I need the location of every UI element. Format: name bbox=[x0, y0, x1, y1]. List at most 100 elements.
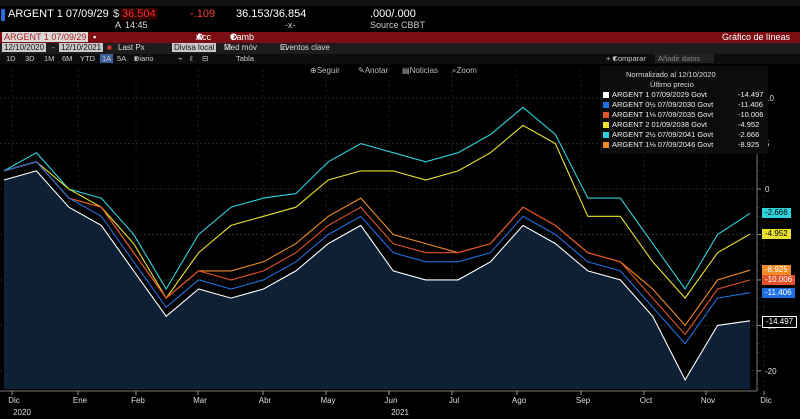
x-tick-label: Sep bbox=[576, 396, 591, 405]
annotate-tool[interactable]: ✎ Anotar bbox=[358, 66, 389, 75]
period-1a[interactable]: 1A bbox=[100, 54, 114, 63]
quote-yield: .000/.000 bbox=[370, 8, 416, 20]
x-tick-label: Dic bbox=[8, 396, 20, 405]
med-mov-label: Med móv bbox=[224, 43, 257, 52]
quote-subline: A 14:45 -x- Source CBBT bbox=[0, 20, 800, 32]
command-bar: ARGENT 1 07/09/29 ▪ ⚙ Acc ▾ ⚙ Camb ▾ Grá… bbox=[0, 32, 800, 43]
x-tick-label: Nov bbox=[701, 396, 715, 405]
x-tick-label: Ago bbox=[512, 396, 527, 405]
quote-last-price: 36.504 bbox=[120, 8, 158, 20]
legend-swatch bbox=[603, 102, 609, 109]
compare-button[interactable]: + Comparar ▾ bbox=[606, 54, 646, 63]
period-1m[interactable]: 1M bbox=[44, 54, 55, 63]
y-tick-label: -20 bbox=[765, 367, 777, 376]
date-to-field[interactable]: 12/10/2021 bbox=[59, 43, 104, 52]
quote-currency: $ bbox=[113, 8, 120, 20]
legend-swatch bbox=[603, 112, 609, 119]
follow-label: Seguir bbox=[316, 66, 340, 75]
period-bar: 1D 3D 1M 6M YTD 1A 5A Diario ▾ ⌁ ℓ ⊟ Tab… bbox=[0, 54, 800, 64]
settings-icon: ⚙ bbox=[230, 32, 239, 42]
date-from-field[interactable]: 12/10/2020 bbox=[2, 43, 47, 52]
news-tool[interactable]: ▤ Noticias bbox=[402, 66, 439, 75]
legend-label: ARGENT 1 07/09/2029 Govt bbox=[612, 90, 707, 99]
period-ytd[interactable]: YTD bbox=[80, 54, 95, 63]
series-line-1 bbox=[3, 106, 751, 291]
legend-swatch bbox=[603, 92, 609, 99]
quote-ticker[interactable]: ARGENT 1 07/09/29 bbox=[8, 8, 109, 20]
frequency-selector[interactable]: Diario ▾ bbox=[134, 54, 154, 63]
series-line-6 bbox=[3, 170, 751, 382]
currency-selector[interactable]: Divisa local bbox=[172, 43, 217, 52]
gear-icon: ⚙ bbox=[196, 32, 205, 42]
quote-line: ARGENT 1 07/09/29 $ 36.504 -.109 36.153/… bbox=[0, 6, 800, 24]
year-label-2021: 2021 bbox=[391, 408, 409, 417]
legend-header: Normalizado al 12/10/2020 bbox=[626, 70, 716, 79]
legend-swatch bbox=[603, 122, 609, 129]
chart-type-title: Gráfico de líneas bbox=[722, 32, 791, 42]
legend-value: -11.406 bbox=[738, 100, 763, 109]
x-tick-label: Mar bbox=[193, 396, 207, 405]
line-chart-icon[interactable]: ⌁ bbox=[178, 54, 183, 63]
legend-item[interactable]: ARGENT 2 01/09/2038 Govt -4.952 bbox=[603, 120, 759, 129]
x-tick-label: Jul bbox=[449, 396, 459, 405]
legend-value: -8.925 bbox=[738, 140, 760, 149]
x-axis: Dic Ene Feb Mar Abr May Jun Jul Ago Sep Oct Nov Dic 2… bbox=[0, 390, 772, 417]
time-prefix: A bbox=[115, 20, 122, 30]
legend-item[interactable]: ARGENT 1⅛ 07/09/2046 Govt -8.925 bbox=[603, 140, 759, 149]
y-tick-label: 10 bbox=[765, 94, 774, 103]
legend-value: -14.497 bbox=[738, 90, 764, 99]
x-tick-label: Feb bbox=[131, 396, 145, 405]
legend-value: -10.006 bbox=[738, 110, 764, 119]
legend-label: ARGENT 1⅛ 07/09/2035 Govt bbox=[612, 110, 714, 119]
camb-label: Camb bbox=[230, 32, 255, 42]
series-line-2 bbox=[3, 124, 751, 300]
x-tick-label: May bbox=[320, 396, 335, 405]
edit-icon[interactable]: ℓ bbox=[190, 54, 193, 63]
follow-tool[interactable]: ⊕ Seguir bbox=[310, 66, 340, 75]
period-3d[interactable]: 3D bbox=[25, 54, 35, 63]
legend-subheader: Último precio bbox=[650, 80, 694, 89]
x-tick-label: Dic bbox=[760, 396, 772, 405]
legend-swatch bbox=[603, 132, 609, 139]
dropdown-icon[interactable]: ▪ bbox=[93, 32, 97, 42]
legend-label: ARGENT 1⅛ 07/09/2046 Govt bbox=[612, 140, 714, 149]
chart-canvas[interactable]: 1050-5-10-15-20 DicEneFebMarAbrMayJunJul… bbox=[0, 64, 800, 419]
events-label: Eventos clave bbox=[280, 43, 330, 52]
legend-label: ARGENT 0½ 07/09/2030 Govt bbox=[612, 100, 714, 109]
camb-menu[interactable]: ⚙ Camb ▾ bbox=[230, 32, 255, 42]
frequency-label: Diario bbox=[134, 54, 154, 63]
year-label-2020: 2020 bbox=[13, 408, 31, 417]
field-selector[interactable]: Last Px bbox=[118, 43, 145, 52]
legend-swatch bbox=[603, 142, 609, 149]
series-line-5 bbox=[3, 161, 751, 345]
area-fill-white-series bbox=[4, 170, 750, 389]
legend-item[interactable]: ARGENT 2½ 07/09/2041 Govt -2.666 bbox=[603, 130, 759, 139]
legend-label: ARGENT 2 01/09/2038 Govt bbox=[612, 120, 707, 129]
zoom-tool[interactable]: ⌕ Zoom bbox=[452, 66, 477, 75]
chart-options-icon[interactable]: ⊟ bbox=[202, 54, 209, 63]
legend-item[interactable]: ARGENT 0½ 07/09/2030 Govt -11.406 bbox=[603, 100, 763, 109]
last-value-tag: -11.406 bbox=[762, 287, 795, 298]
ticker-field[interactable]: ARGENT 1 07/09/29 bbox=[2, 32, 89, 42]
acc-menu[interactable]: ⚙ Acc ▾ bbox=[196, 32, 212, 42]
acc-label: Acc bbox=[196, 32, 212, 42]
quote-marker bbox=[1, 9, 5, 21]
checkbox-icon: ☑ bbox=[280, 43, 288, 52]
quote-source: Source CBBT bbox=[370, 20, 426, 30]
legend-item[interactable]: ARGENT 1 07/09/2029 Govt -14.497 bbox=[603, 90, 763, 99]
add-data-input[interactable]: Añadir datos bbox=[655, 54, 715, 63]
series-lines bbox=[3, 106, 751, 382]
x-tick-label: Jun bbox=[385, 396, 398, 405]
table-button[interactable]: Tabla bbox=[236, 54, 254, 63]
period-5a[interactable]: 5A bbox=[117, 54, 127, 63]
period-1d[interactable]: 1D bbox=[6, 54, 16, 63]
x-tick-label: Oct bbox=[640, 396, 653, 405]
quote-time: 14:45 bbox=[125, 20, 148, 30]
x-tick-label: Ene bbox=[73, 396, 88, 405]
compare-label: Comparar bbox=[612, 54, 646, 63]
last-value-tag: -4.952 bbox=[762, 229, 791, 240]
legend-item[interactable]: ARGENT 1⅛ 07/09/2035 Govt -10.006 bbox=[603, 110, 763, 119]
legend-label: ARGENT 2½ 07/09/2041 Govt bbox=[612, 130, 714, 139]
quote-bid-ask: 36.153/36.854 bbox=[236, 8, 307, 20]
period-6m[interactable]: 6M bbox=[62, 54, 73, 63]
